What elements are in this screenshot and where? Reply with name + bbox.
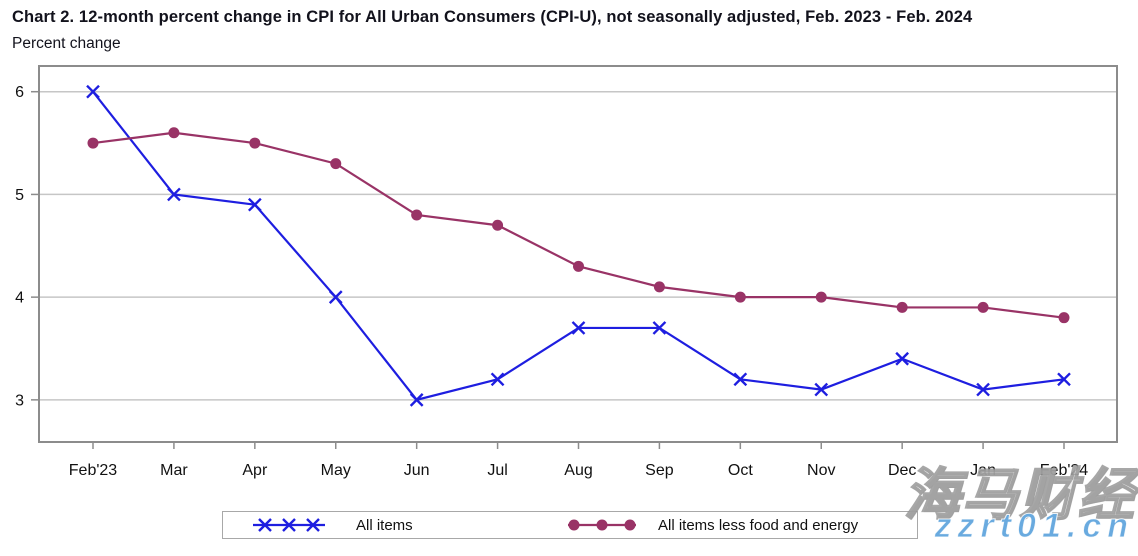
x-marker-icon <box>282 518 296 532</box>
plot-area: 3 4 5 6 Feb'23 Mar Apr May Jun Jul Aug Sep Oct Nov Dec… <box>15 65 1118 479</box>
y-tick-label: 4 <box>15 290 24 307</box>
series-line <box>92 131 1065 319</box>
x-marker-icon <box>258 518 272 532</box>
legend: All items All items less food and energy <box>222 511 918 539</box>
x-tick-label: May <box>321 462 351 479</box>
plot-svg: 3 4 5 6 Feb'23 Mar Apr May Jun Jul Aug Sep Oct Nov Dec… <box>15 65 1118 479</box>
x-marker-icon <box>814 382 829 397</box>
x-marker-icon <box>652 321 667 335</box>
circle-marker-icon <box>653 281 665 293</box>
x-marker-icon <box>167 187 181 202</box>
x-tick-label: Nov <box>807 462 835 479</box>
series-line <box>92 91 1065 402</box>
circle-marker-icon <box>1058 312 1070 324</box>
x-tick-label: Dec <box>888 462 916 479</box>
x-marker-icon <box>86 84 100 99</box>
circle-marker-icon <box>492 219 504 231</box>
circle-marker-icon <box>249 137 261 149</box>
circle-marker-icon <box>896 301 908 313</box>
x-tick-label: Jul <box>487 462 507 479</box>
legend-item-core: All items less food and energy <box>566 512 858 538</box>
watermark-domain-text: zzrt01.cn <box>934 507 1134 546</box>
plot-border <box>38 65 1118 443</box>
x-tick-label: Oct <box>728 462 753 479</box>
y-tick-label: 5 <box>15 187 24 204</box>
x-tick-label: Sep <box>645 462 674 479</box>
watermark-cjk-text: 海马财经 <box>903 462 1136 527</box>
circle-marker-icon <box>87 137 99 149</box>
x-marker-icon <box>571 321 586 335</box>
chart-title: Chart 2. 12-month percent change in CPI … <box>12 8 973 26</box>
x-marker-icon <box>1057 372 1071 387</box>
x-marker-icon <box>733 372 748 387</box>
y-tick-label: 6 <box>15 84 24 101</box>
circle-marker-icon <box>411 209 423 221</box>
circle-marker-icon <box>330 158 342 170</box>
x-marker-icon <box>409 393 424 407</box>
legend-line-sample-core <box>566 517 638 533</box>
x-marker-icon <box>306 518 320 532</box>
x-tick-label: Aug <box>564 462 592 479</box>
x-tick-label: Mar <box>160 462 188 479</box>
x-tick-label: Apr <box>242 462 268 479</box>
circle-marker-icon <box>734 291 746 303</box>
x-tick-label: Jan <box>970 462 996 479</box>
y-tick-label: 3 <box>15 392 24 409</box>
y-axis-unit-label: Percent change <box>12 35 121 52</box>
circle-marker-icon <box>568 519 580 531</box>
x-marker-icon <box>490 372 505 387</box>
circle-marker-icon <box>596 519 608 531</box>
legend-label-core: All items less food and energy <box>658 516 859 534</box>
circle-marker-icon <box>573 260 584 272</box>
legend-label-all-items: All items <box>356 516 413 534</box>
x-tick-label: Feb'24 <box>1040 462 1089 479</box>
circle-marker-icon <box>815 291 827 303</box>
circle-marker-icon <box>624 519 636 531</box>
x-marker-icon <box>328 290 343 304</box>
x-marker-icon <box>895 351 910 366</box>
circle-marker-icon <box>168 127 180 139</box>
x-marker-icon <box>976 382 990 397</box>
circle-marker-icon <box>977 301 989 313</box>
x-tick-label: Feb'23 <box>69 462 118 479</box>
x-tick-label: Jun <box>404 462 430 479</box>
legend-item-all-items: All items <box>251 512 413 538</box>
legend-line-sample-all-items <box>251 517 327 533</box>
x-marker-icon <box>247 197 262 212</box>
